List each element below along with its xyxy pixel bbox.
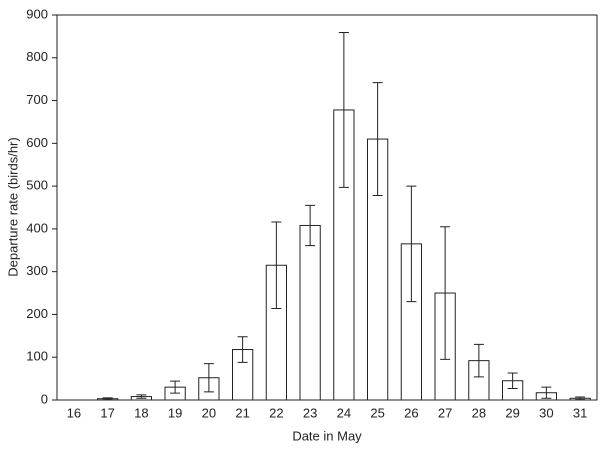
y-tick-label: 100 [26, 349, 48, 364]
x-axis-label: Date in May [292, 428, 362, 443]
error-bar [507, 372, 518, 389]
x-tick-label: 25 [370, 405, 384, 420]
y-tick-label: 200 [26, 306, 48, 321]
x-tick-label: 22 [269, 405, 283, 420]
error-bar [271, 221, 282, 309]
y-tick-label: 700 [26, 92, 48, 107]
x-tick-label: 20 [202, 405, 216, 420]
y-tick-label: 500 [26, 178, 48, 193]
error-bar [203, 363, 214, 393]
error-bar [440, 226, 451, 360]
error-bar [541, 386, 552, 399]
y-tick-label: 900 [26, 6, 48, 21]
x-tick-label: 24 [337, 405, 351, 420]
plot-frame [56, 14, 598, 401]
x-tick-label: 18 [134, 405, 148, 420]
error-bar [102, 397, 113, 401]
x-tick-label: 16 [67, 405, 81, 420]
x-tick-label: 31 [573, 405, 587, 420]
x-tick-label: 23 [303, 405, 317, 420]
x-tick-label: 26 [404, 405, 418, 420]
bar [299, 224, 321, 401]
x-tick-label: 21 [235, 405, 249, 420]
x-tick-label: 29 [505, 405, 519, 420]
error-bar [136, 394, 147, 399]
y-tick-label: 300 [26, 263, 48, 278]
x-tick-label: 27 [438, 405, 452, 420]
x-tick-label: 28 [472, 405, 486, 420]
error-bar [406, 185, 417, 303]
error-bar [372, 82, 383, 197]
error-bar [237, 336, 248, 363]
x-tick-label: 17 [100, 405, 114, 420]
x-tick-label: 30 [539, 405, 553, 420]
error-bar [338, 32, 349, 188]
y-tick-label: 400 [26, 220, 48, 235]
error-bar [305, 204, 316, 247]
error-bar [575, 396, 586, 401]
error-bar [473, 343, 484, 378]
y-tick-label: 600 [26, 135, 48, 150]
y-tick-label: 0 [41, 391, 48, 406]
y-axis-label: Departure rate (birds/hr) [5, 137, 20, 276]
error-bar [170, 380, 181, 394]
x-tick-label: 19 [168, 405, 182, 420]
y-tick-label: 800 [26, 49, 48, 64]
